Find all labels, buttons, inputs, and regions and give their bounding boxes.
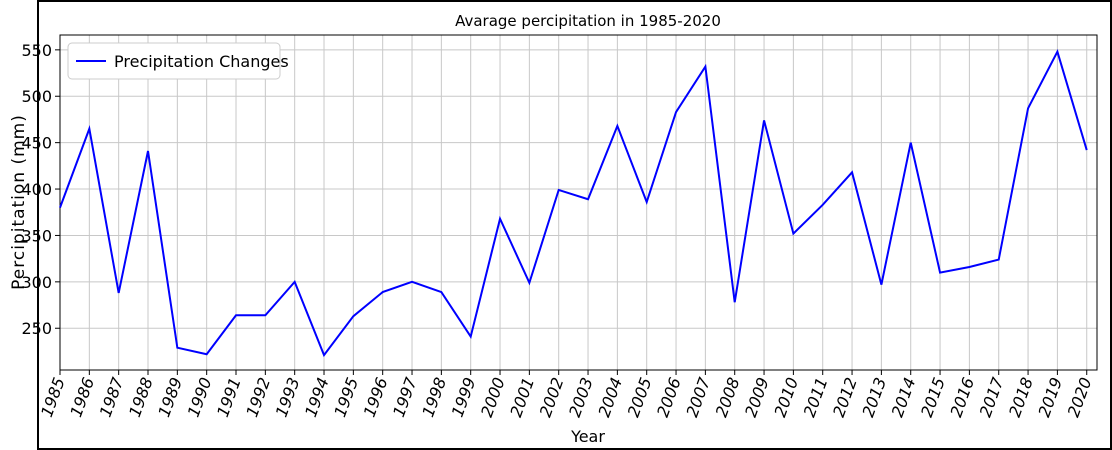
x-tick-label: 2001	[506, 375, 538, 420]
x-tick-label: 2016	[946, 375, 978, 420]
plot-border	[59, 34, 1098, 371]
x-tick-label: 2004	[594, 375, 626, 420]
x-tick-label: 1985	[37, 375, 69, 420]
x-tick-label: 2013	[858, 375, 890, 420]
x-tick-label: 1986	[66, 375, 98, 420]
x-tick-label: 1989	[154, 375, 186, 420]
x-tick-label: 1996	[360, 375, 392, 420]
x-tick-label: 1994	[301, 375, 333, 420]
x-tick-label: 1992	[242, 375, 274, 420]
x-tick-label: 1987	[96, 374, 128, 420]
y-tick-label: 250	[21, 319, 52, 338]
x-tick-label: 2012	[829, 375, 861, 420]
x-tick-label: 2006	[653, 375, 685, 420]
x-tick-label: 2010	[770, 375, 802, 420]
x-tick-label: 2011	[800, 375, 832, 420]
x-tick-label: 1995	[330, 375, 362, 420]
x-axis-label: Year	[570, 427, 605, 446]
line	[59, 49, 1088, 358]
x-tick-label: 1991	[213, 375, 245, 420]
x-tick-label: 2019	[1034, 375, 1066, 420]
x-tick-label: 2014	[888, 375, 920, 420]
y-tick-label: 550	[21, 41, 52, 60]
legend-label: Precipitation Changes	[114, 52, 289, 71]
legend-box	[67, 42, 281, 80]
chart-title: Avarage percipitation in 1985-2020	[455, 12, 721, 30]
x-tick-label: 1997	[389, 374, 421, 420]
x-tick-label: 2015	[917, 375, 949, 420]
x-tick-label: 1990	[184, 375, 216, 420]
x-tick-label: 1988	[125, 375, 157, 420]
y-tick-label: 350	[21, 226, 52, 245]
x-tick-label: 2018	[1005, 375, 1037, 420]
x-tick-label: 1993	[272, 375, 304, 420]
x-tick-label: 2007	[682, 374, 714, 420]
x-tick-label: 1998	[418, 375, 450, 420]
x-tick-label: 2020	[1064, 375, 1096, 420]
y-axis-label: Percipitation (mm)	[9, 114, 29, 290]
x-tick-label: 2003	[565, 375, 597, 420]
x-tick-label: 1999	[448, 375, 480, 420]
x-tick-label: 2005	[624, 375, 656, 420]
x-tick-label: 2000	[477, 375, 509, 420]
x-tick-label: 2017	[976, 374, 1008, 420]
x-tick-label: 2009	[741, 375, 773, 420]
y-tick-label: 300	[21, 273, 52, 292]
y-tick-label: 500	[21, 87, 52, 106]
y-tick-label: 450	[21, 134, 52, 153]
x-tick-label: 2008	[712, 375, 744, 420]
y-tick-label: 400	[21, 180, 52, 199]
frame	[37, 0, 1112, 450]
x-tick-label: 2002	[536, 375, 568, 420]
